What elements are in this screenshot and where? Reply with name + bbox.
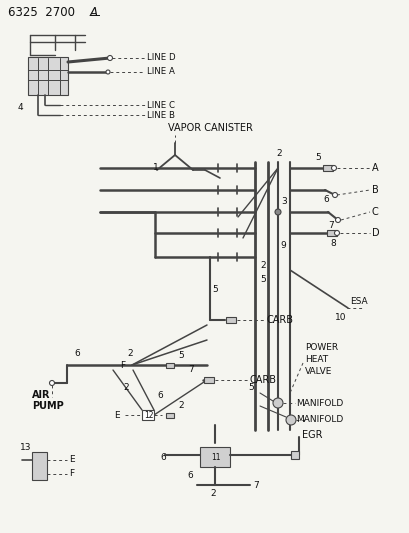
Text: HEAT: HEAT (304, 356, 327, 365)
Text: EGR: EGR (301, 430, 322, 440)
Text: 6325  2700: 6325 2700 (8, 5, 75, 19)
Text: MANIFOLD: MANIFOLD (295, 399, 342, 408)
Text: 13: 13 (20, 443, 31, 453)
Text: 2: 2 (259, 261, 265, 270)
Text: 5: 5 (211, 286, 217, 295)
Text: 1: 1 (153, 163, 158, 172)
Text: 8: 8 (329, 238, 335, 247)
Text: LINE B: LINE B (147, 110, 175, 119)
Text: 5: 5 (247, 384, 253, 392)
Bar (142, 410, 154, 420)
Text: 4: 4 (18, 103, 24, 112)
Text: F: F (120, 360, 125, 369)
Text: 5: 5 (178, 351, 183, 360)
Text: LINE A: LINE A (147, 68, 175, 77)
Text: VALVE: VALVE (304, 367, 332, 376)
Text: 6: 6 (157, 391, 162, 400)
Text: MANIFOLD: MANIFOLD (295, 416, 342, 424)
Text: F: F (69, 470, 74, 479)
Circle shape (272, 398, 282, 408)
Circle shape (334, 230, 339, 236)
Bar (166, 413, 173, 417)
Text: 7: 7 (327, 222, 333, 230)
Text: 6: 6 (187, 471, 192, 480)
Text: 2: 2 (209, 489, 215, 497)
Circle shape (335, 217, 339, 222)
Text: LINE C: LINE C (147, 101, 175, 109)
Text: 7: 7 (252, 481, 258, 489)
Circle shape (331, 166, 336, 171)
Text: ESA: ESA (349, 297, 367, 306)
Text: E: E (69, 456, 74, 464)
Circle shape (106, 70, 110, 74)
Circle shape (49, 381, 54, 385)
Text: 12: 12 (144, 411, 153, 421)
Bar (326, 230, 336, 236)
Bar (225, 317, 236, 323)
Text: 2: 2 (127, 350, 132, 359)
Circle shape (332, 192, 337, 198)
Text: A: A (371, 163, 378, 173)
Text: 2: 2 (178, 401, 183, 410)
Bar (200, 447, 229, 467)
Text: AIR: AIR (32, 390, 50, 400)
Circle shape (285, 415, 295, 425)
Text: B: B (371, 185, 378, 195)
Text: 7: 7 (188, 365, 193, 374)
Text: C: C (371, 207, 378, 217)
Text: LINE D: LINE D (147, 53, 175, 62)
Bar (204, 377, 213, 383)
Text: 10: 10 (334, 313, 346, 322)
Bar (322, 165, 332, 171)
Bar (32, 452, 47, 480)
Text: 2: 2 (123, 383, 128, 392)
Text: 3: 3 (280, 197, 286, 206)
Text: POWER: POWER (304, 343, 337, 352)
Text: 6: 6 (74, 350, 80, 359)
Circle shape (107, 55, 112, 61)
Text: 6: 6 (160, 454, 165, 463)
Text: CARB: CARB (249, 375, 276, 385)
Text: CARB: CARB (266, 315, 293, 325)
Text: 6: 6 (322, 195, 328, 204)
Circle shape (274, 209, 280, 215)
Text: A: A (90, 5, 98, 19)
Bar (166, 362, 173, 367)
Bar (290, 451, 298, 459)
Text: 5: 5 (314, 152, 320, 161)
Text: 5: 5 (259, 276, 265, 285)
Text: 2: 2 (275, 149, 281, 157)
Text: D: D (371, 228, 379, 238)
Bar (28, 57, 68, 95)
Text: PUMP: PUMP (32, 401, 63, 411)
Text: 11: 11 (211, 454, 220, 463)
Text: E: E (114, 410, 119, 419)
Text: 9: 9 (279, 240, 285, 249)
Text: VAPOR CANISTER: VAPOR CANISTER (168, 123, 252, 133)
